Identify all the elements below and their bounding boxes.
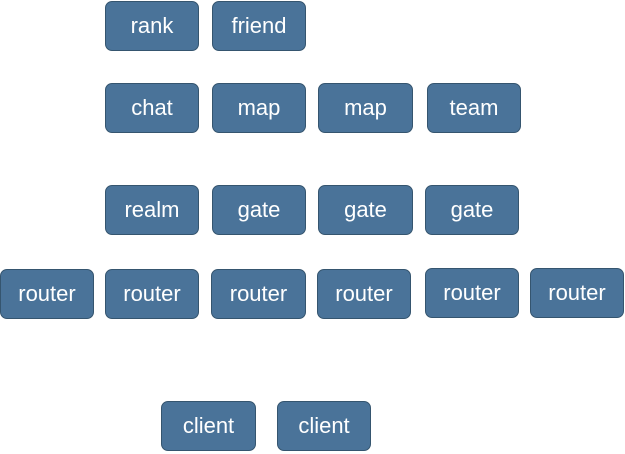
team-node: team	[427, 83, 521, 133]
map-node-2: map	[318, 83, 413, 133]
router-node-5: router	[425, 268, 519, 318]
realm-node: realm	[105, 185, 199, 235]
client-node-2: client	[277, 401, 371, 451]
chat-node: chat	[105, 83, 199, 133]
gate-node-3: gate	[425, 185, 519, 235]
client-node-1: client	[161, 401, 256, 451]
router-node-3: router	[211, 269, 306, 319]
map-node-1: map	[212, 83, 306, 133]
friend-node: friend	[212, 1, 306, 51]
router-node-4: router	[317, 269, 411, 319]
router-node-6: router	[530, 268, 624, 318]
router-node-2: router	[105, 269, 199, 319]
gate-node-2: gate	[318, 185, 413, 235]
gate-node-1: gate	[212, 185, 306, 235]
rank-node: rank	[105, 1, 199, 51]
router-node-1: router	[0, 269, 94, 319]
